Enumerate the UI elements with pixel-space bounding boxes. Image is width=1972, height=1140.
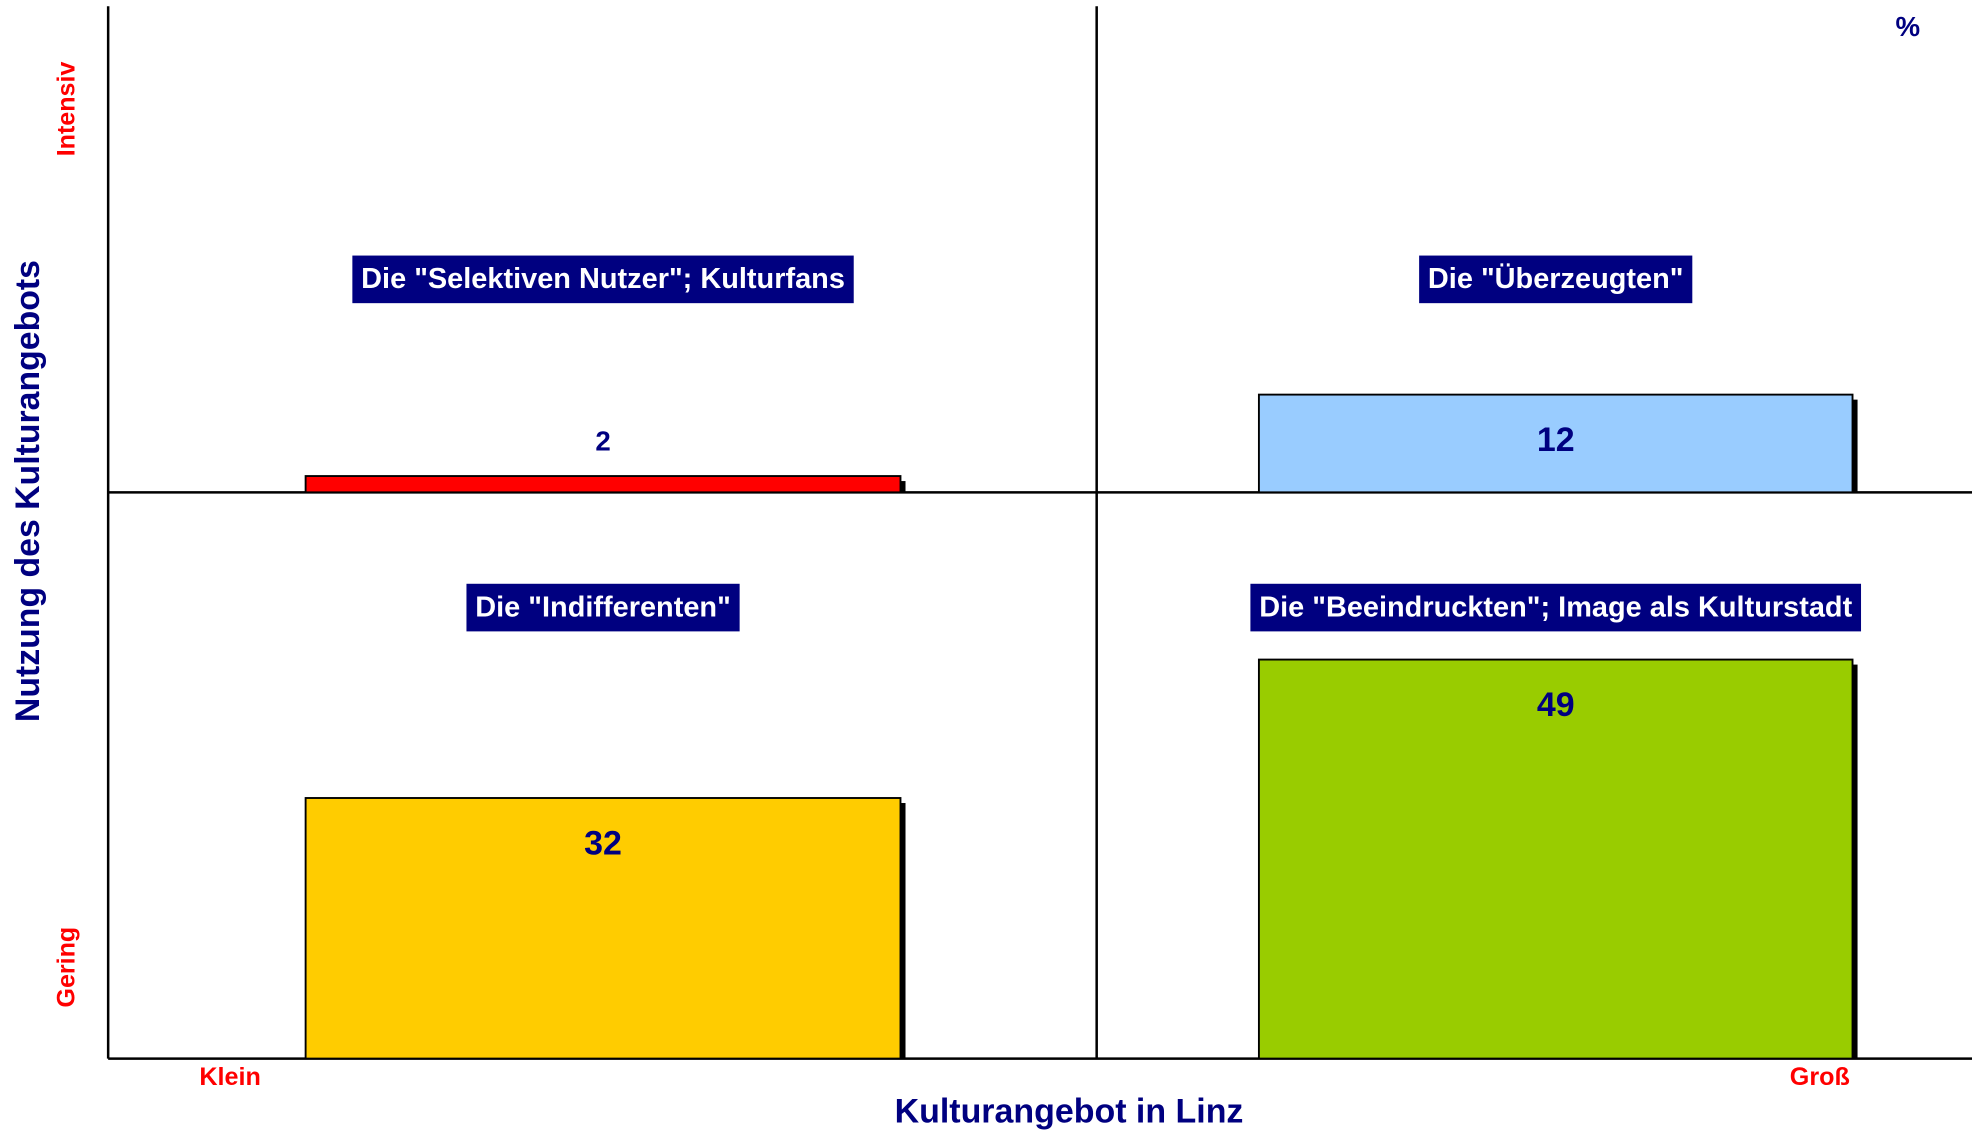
- value-label: 2: [595, 426, 610, 457]
- quadrant-label: Die "Überzeugten": [1428, 262, 1684, 295]
- x-high-label: Groß: [1790, 1063, 1850, 1091]
- quadrant-label: Die "Selektiven Nutzer"; Kulturfans: [361, 263, 845, 295]
- quadrant-label-box: [352, 255, 854, 304]
- y-axis-title: Nutzung des Kulturangebots: [9, 260, 47, 722]
- value-label: 49: [1537, 686, 1575, 724]
- y-high-label: Intensiv: [53, 62, 81, 157]
- quadrant-label-box: [466, 583, 740, 632]
- x-axis-title: Kulturangebot in Linz: [895, 1093, 1244, 1131]
- quadrant-label: Die "Indifferenten": [475, 591, 731, 623]
- bar: [1257, 393, 1854, 494]
- bar: [304, 797, 902, 1060]
- bar: [304, 475, 902, 494]
- value-label: 32: [584, 825, 622, 863]
- y-low-label: Gering: [53, 927, 81, 1008]
- quadrant-label-box: [1250, 583, 1862, 632]
- unit-label: %: [1896, 11, 1921, 42]
- quadrant-label: Die "Beeindruckten"; Image als Kultursta…: [1259, 591, 1852, 623]
- x-low-label: Klein: [199, 1063, 260, 1091]
- bar: [1257, 658, 1854, 1060]
- value-label: 12: [1537, 421, 1575, 459]
- quadrant-label-box: [1419, 255, 1693, 304]
